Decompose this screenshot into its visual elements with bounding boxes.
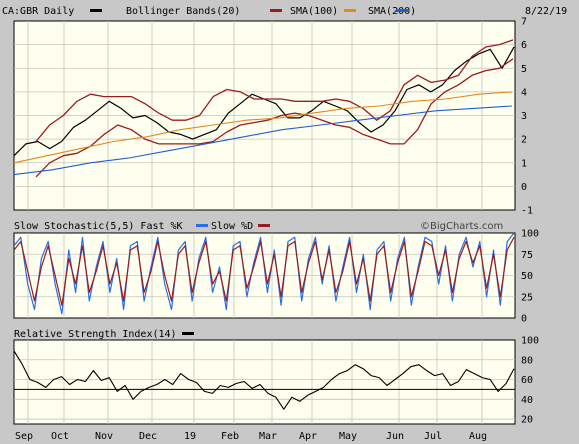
legend-label-bollinger: Bollinger Bands(20) (126, 6, 240, 17)
y-tick-label: 100 (521, 229, 539, 240)
series-line-sma-100- (13, 91, 513, 164)
rsi-panel (13, 339, 516, 425)
legend-swatch-stoch-fast (196, 224, 208, 227)
price-series-group (13, 39, 515, 178)
x-tick-label: Mar (259, 431, 277, 442)
legend-label-stoch-slow: Slow %D (211, 221, 253, 232)
rsi-gridlines (14, 340, 515, 424)
y-tick-label: 75 (521, 250, 533, 261)
x-tick-label: Sep (15, 431, 33, 442)
stochastic-legend: Slow Stochastic(5,5) Fast %K Slow %D ©Bi… (14, 221, 503, 232)
y-tick-label: 0 (521, 314, 527, 325)
y-tick-label: 4 (521, 87, 527, 98)
x-tick-label: Jul (424, 431, 442, 442)
x-axis-month-labels: Sep Oct Nov Dec 19 Feb Mar Apr May Jun Jul Aug (15, 431, 487, 442)
legend-swatch-price (90, 9, 102, 12)
series-line-slow-d (13, 237, 515, 306)
legend-swatch-rsi (182, 332, 194, 335)
y-tick-label: 100 (521, 336, 539, 347)
rsi-y-axis: 20 40 60 80 100 (521, 336, 539, 426)
y-tick-label: 60 (521, 375, 533, 386)
legend-label-sma100: SMA(100) (290, 6, 338, 17)
series-line-bollinger-bands-20- (35, 39, 514, 142)
x-tick-label: Feb (221, 431, 239, 442)
legend-swatch-stoch-slow (258, 224, 270, 227)
legend-swatch-sma100 (344, 9, 356, 12)
stochastic-y-axis: 0 25 50 75 100 (521, 229, 539, 325)
x-tick-label: Jun (386, 431, 404, 442)
y-tick-label: 1 (521, 158, 527, 169)
legend-label-stoch-fast: Slow Stochastic(5,5) Fast %K (14, 221, 183, 232)
y-tick-label: 7 (521, 17, 527, 28)
x-tick-label: Oct (51, 431, 69, 442)
y-tick-label: 0 (521, 182, 527, 193)
x-tick-label: Nov (95, 431, 113, 442)
y-tick-label: 3 (521, 111, 527, 122)
series-line-relative-strength-index-14- (13, 350, 515, 410)
x-tick-label: Aug (469, 431, 487, 442)
legend-swatch-bollinger (270, 9, 282, 12)
y-tick-label: 2 (521, 135, 527, 146)
price-legend: CA:GBR Daily Bollinger Bands(20) SMA(100… (2, 6, 567, 17)
y-tick-label: 40 (521, 395, 533, 406)
x-tick-label: May (339, 431, 357, 442)
x-tick-label: Apr (299, 431, 317, 442)
y-tick-label: 25 (521, 292, 533, 303)
rsi-series-group (13, 350, 515, 410)
legend-label-sma200: SMA(200) (368, 6, 416, 17)
y-tick-label: 6 (521, 40, 527, 51)
chart-date: 8/22/19 (525, 6, 567, 17)
y-tick-label: 50 (521, 271, 533, 282)
rsi-legend: Relative Strength Index(14) (14, 329, 194, 340)
stochastic-gridlines (14, 233, 515, 318)
y-tick-label: 80 (521, 355, 533, 366)
legend-label-price: CA:GBR Daily (2, 6, 74, 17)
y-tick-label: 5 (521, 64, 527, 75)
legend-label-rsi: Relative Strength Index(14) (14, 329, 177, 340)
legend-swatch-sma200 (396, 9, 408, 12)
x-tick-label: 19 (184, 431, 196, 442)
y-tick-label: -1 (521, 206, 533, 217)
x-tick-label: Dec (139, 431, 157, 442)
y-tick-label: 20 (521, 415, 533, 426)
price-y-axis: -1 0 1 2 3 4 5 6 7 (521, 17, 533, 217)
stochastic-series-group (13, 232, 515, 315)
series-line-sma-200- (13, 105, 513, 176)
watermark: ©BigCharts.com (420, 221, 503, 232)
